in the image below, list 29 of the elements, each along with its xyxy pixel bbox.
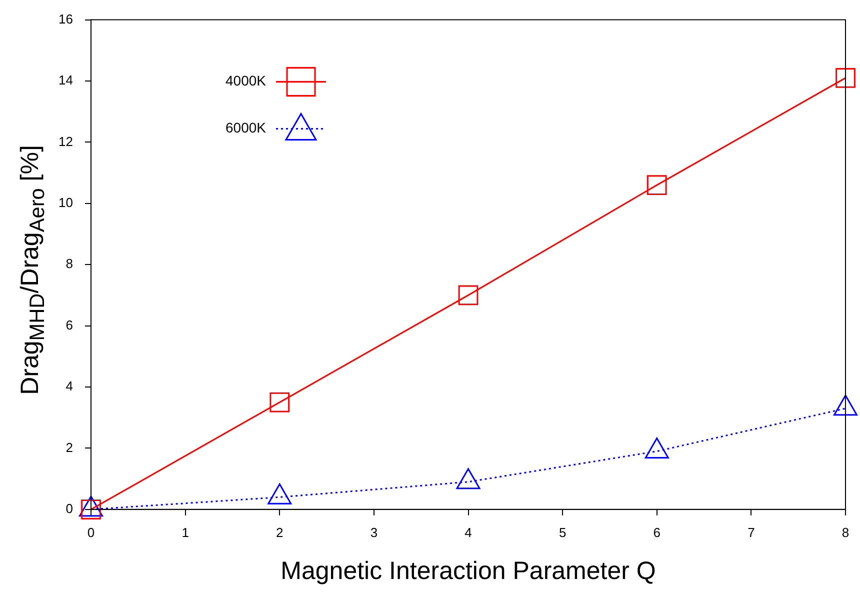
y-tick-label: 14 [58,72,73,88]
x-tick-label: 1 [182,524,189,540]
point [646,175,667,195]
point [456,468,480,490]
x-axis-title: Magnetic Interaction Parameter Q [280,556,656,585]
y-tick-label: 6 [66,317,73,332]
x-tick-label: 0 [87,524,95,540]
y-tick-label: 12 [58,134,73,149]
point [644,438,669,459]
y-tick-label: 8 [66,256,73,272]
point [833,394,858,416]
legend-label: 4000K [226,72,267,89]
x-tick-label: 8 [842,524,850,540]
point [78,496,104,517]
point [458,285,478,306]
legend-label: 6000K [226,120,267,136]
x-tick-label: 3 [370,524,378,540]
x-tick-label: 6 [653,524,660,540]
point [836,68,856,88]
x-tick-label: 4 [464,524,472,540]
point [268,483,292,504]
y-tick-label: 10 [58,194,73,210]
y-tick-label: 0 [66,500,73,516]
y-tick-label: 2 [66,440,73,455]
x-tick-label: 2 [276,524,284,540]
x-tick-label: 5 [558,524,566,540]
y-tick-label: 4 [66,378,73,394]
x-tick-label: 7 [748,524,755,540]
y-tick-label: 16 [58,11,73,26]
